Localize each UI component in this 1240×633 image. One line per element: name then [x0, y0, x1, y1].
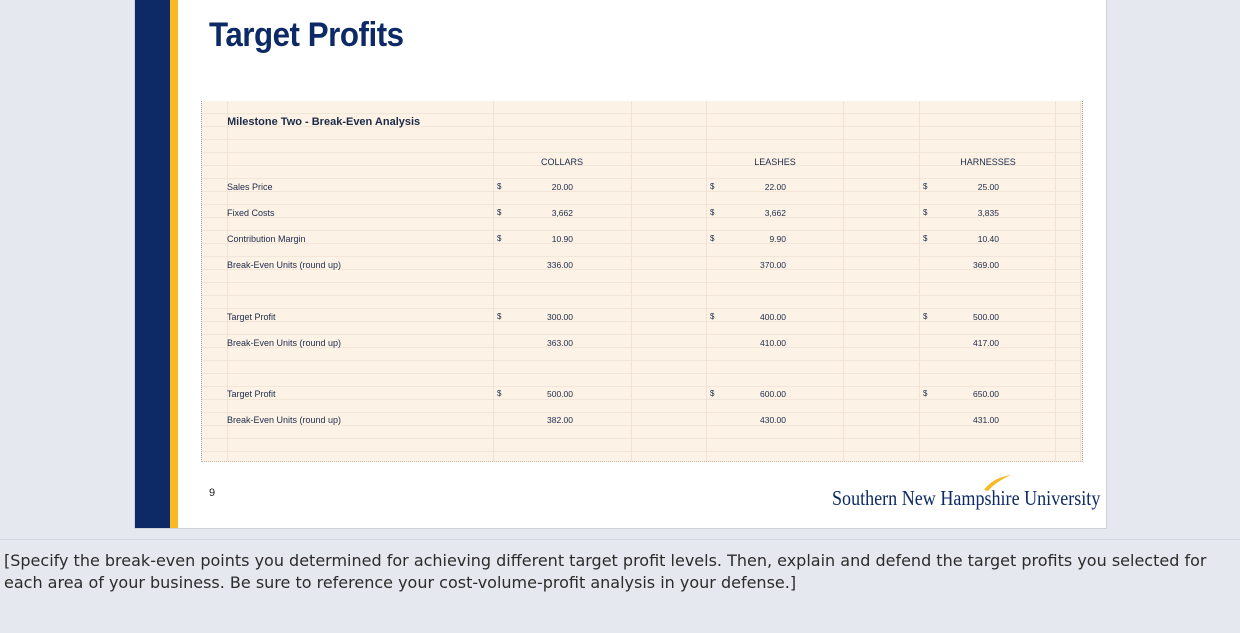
cell-value: 20.00 — [551, 182, 573, 192]
currency-symbol: $ — [710, 312, 715, 321]
currency-symbol: $ — [497, 208, 502, 217]
cell-value: 363.00 — [547, 338, 573, 348]
cell-value: 500.00 — [973, 312, 999, 322]
grid-line — [1055, 101, 1056, 461]
snhu-logo: Southern New Hampshire University — [832, 474, 1100, 516]
currency-symbol: $ — [923, 312, 928, 321]
currency-symbol: $ — [497, 389, 502, 398]
column-header-harnesses: HARNESSES — [960, 157, 1016, 167]
grid-line — [227, 101, 228, 461]
currency-symbol: $ — [497, 312, 502, 321]
currency-symbol: $ — [710, 389, 715, 398]
cell-value: 336.00 — [547, 260, 573, 270]
grid-line — [493, 101, 494, 461]
logo-swoosh-icon — [984, 475, 1011, 491]
column-header-collars: COLLARS — [540, 157, 584, 167]
row-label: Target Profit — [227, 389, 276, 399]
row-label: Break-Even Units (round up) — [227, 338, 342, 348]
cell-value: 370.00 — [760, 260, 786, 270]
cell-value: 431.00 — [973, 415, 999, 425]
cell-value: 10.40 — [977, 234, 999, 244]
speaker-notes-text[interactable]: [Specify the break-even points you deter… — [4, 551, 1207, 592]
grid-line — [919, 101, 920, 461]
cell-value: 3,662 — [551, 208, 573, 218]
cell-value: 10.90 — [551, 234, 573, 244]
grid-line — [1080, 101, 1081, 461]
cell-value: 500.00 — [547, 389, 573, 399]
grid-line — [843, 101, 844, 461]
cell-value: 300.00 — [547, 312, 573, 322]
logo-wordmark: Southern New Hampshire University — [832, 486, 1101, 510]
gold-side-bar — [170, 0, 178, 528]
row-label: Contribution Margin — [227, 234, 306, 244]
row-label: Fixed Costs — [227, 208, 275, 218]
cell-value: 369.00 — [973, 260, 999, 270]
row-label: Break-Even Units (round up) — [227, 415, 342, 425]
spreadsheet-title: Milestone Two - Break-Even Analysis — [227, 116, 421, 128]
speaker-notes-pane[interactable]: [Specify the break-even points you deter… — [0, 539, 1240, 633]
currency-symbol: $ — [923, 234, 928, 243]
slide-title: Target Profits — [209, 16, 404, 54]
navy-side-bar — [135, 0, 170, 528]
currency-symbol: $ — [923, 208, 928, 217]
cell-value: 600.00 — [760, 389, 786, 399]
currency-symbol: $ — [710, 234, 715, 243]
grid-line — [706, 101, 707, 461]
column-header-leashes: LEASHES — [754, 157, 796, 167]
cell-value: 410.00 — [760, 338, 786, 348]
cell-value: 25.00 — [977, 182, 999, 192]
row-label: Break-Even Units (round up) — [227, 260, 342, 270]
currency-symbol: $ — [497, 234, 502, 243]
cell-value: 650.00 — [973, 389, 999, 399]
cell-value: 417.00 — [973, 338, 999, 348]
page-number: 9 — [209, 487, 216, 499]
currency-symbol: $ — [710, 208, 715, 217]
cell-value: 22.00 — [764, 182, 786, 192]
currency-symbol: $ — [923, 389, 928, 398]
cell-value: 9.90 — [769, 234, 786, 244]
currency-symbol: $ — [923, 182, 928, 191]
row-label: Target Profit — [227, 312, 276, 322]
slide[interactable]: Target Profits Milestone Two - Break-Eve… — [134, 0, 1107, 529]
row-label: Sales Price — [227, 182, 273, 192]
embedded-spreadsheet[interactable]: Milestone Two - Break-Even Analysis COLL… — [201, 101, 1083, 462]
cell-value: 3,662 — [764, 208, 786, 218]
cell-value: 400.00 — [760, 312, 786, 322]
currency-symbol: $ — [710, 182, 715, 191]
cell-value: 430.00 — [760, 415, 786, 425]
currency-symbol: $ — [497, 182, 502, 191]
cell-value: 3,835 — [977, 208, 999, 218]
grid-line — [631, 101, 632, 461]
cell-value: 382.00 — [547, 415, 573, 425]
